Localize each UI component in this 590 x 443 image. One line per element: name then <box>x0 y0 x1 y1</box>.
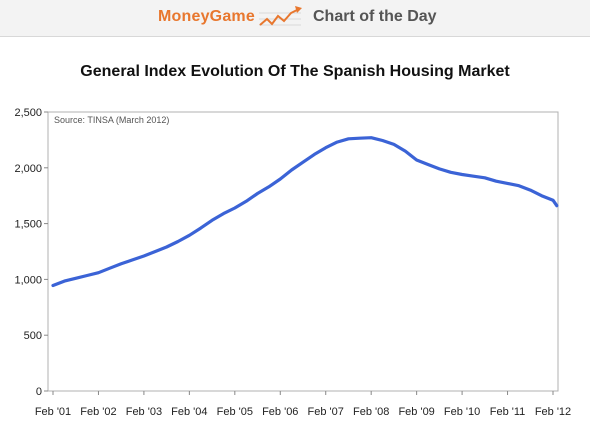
chart-axes <box>47 111 559 392</box>
x-tick-label: Feb '04 <box>171 406 207 418</box>
y-tick-label: 1,000 <box>14 274 42 286</box>
x-tick-label: Feb '03 <box>126 406 162 418</box>
x-axis-ticks: Feb '01 Feb '02 Feb '03 Feb '04 Feb '05 Feb '… <box>35 391 571 418</box>
y-axis-ticks: 0 500 1,000 1,500 2,000 2,500 <box>14 107 48 398</box>
x-tick-label: Feb '10 <box>444 406 480 418</box>
x-tick-label: Feb '08 <box>353 406 389 418</box>
x-tick-label: Feb '12 <box>535 406 571 418</box>
chart-title: General Index Evolution Of The Spanish H… <box>80 63 510 80</box>
series-line-general-index <box>51 136 559 288</box>
x-tick-label: Feb '11 <box>490 406 526 418</box>
y-tick-label: 0 <box>36 386 42 398</box>
trend-up-chart-icon <box>259 6 302 26</box>
source-note: Source: TINSA (March 2012) <box>54 115 169 125</box>
y-tick-label: 2,000 <box>14 163 42 175</box>
y-tick-label: 2,500 <box>14 107 42 119</box>
x-tick-label: Feb '01 <box>35 406 71 418</box>
x-tick-label: Feb '02 <box>80 406 116 418</box>
header-banner: MoneyGame Chart of the Day <box>0 0 590 37</box>
plot-frame <box>47 111 559 392</box>
brand-name: MoneyGame <box>158 8 255 25</box>
y-tick-label: 500 <box>24 330 42 342</box>
x-tick-label: Feb '05 <box>217 406 253 418</box>
x-tick-label: Feb '09 <box>398 406 434 418</box>
y-tick-label: 1,500 <box>14 219 42 231</box>
x-tick-label: Feb '06 <box>262 406 298 418</box>
section-title: Chart of the Day <box>313 8 437 25</box>
x-tick-label: Feb '07 <box>308 406 344 418</box>
